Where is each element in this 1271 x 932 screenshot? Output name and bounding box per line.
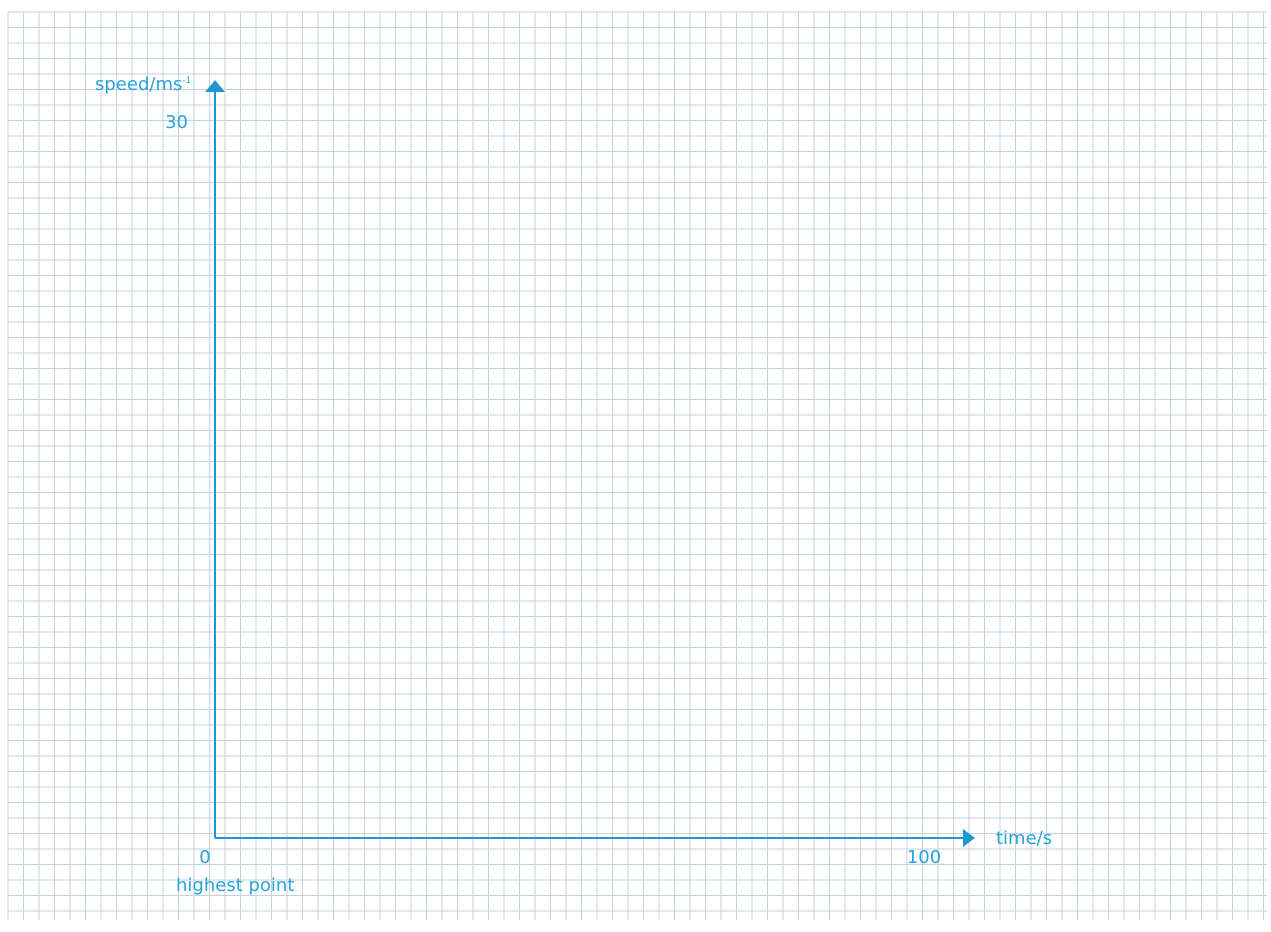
y-axis-label-superscript: -1: [182, 76, 191, 86]
grid: [7, 11, 1267, 920]
y-axis-arrowhead: [205, 80, 225, 92]
y-axis-label-text: speed/ms: [95, 74, 182, 95]
x-tick-label: 0: [199, 847, 210, 868]
annotation-label: highest point: [176, 875, 294, 896]
annotations: highest point: [176, 875, 294, 896]
x-tick-label: 100: [907, 847, 941, 868]
x-axis-label: time/s: [996, 828, 1052, 849]
y-axis-label: speed/ms-1: [95, 74, 191, 95]
tick-labels: 0 100 30: [165, 112, 941, 868]
x-axis-arrowhead: [963, 829, 975, 847]
y-tick-label: 30: [165, 112, 188, 133]
